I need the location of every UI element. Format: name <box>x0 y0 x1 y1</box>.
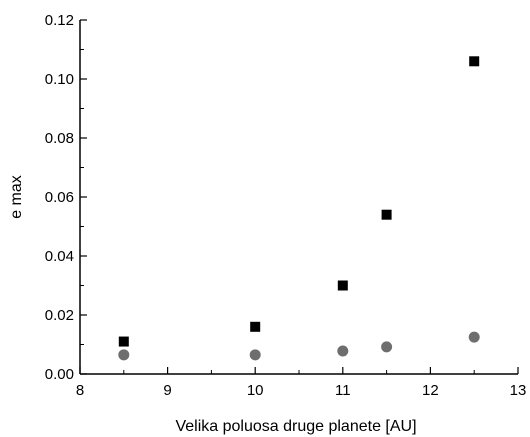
x-tick-label: 8 <box>76 382 84 399</box>
y-tick-label: 0.06 <box>45 189 74 206</box>
x-tick-label: 9 <box>163 382 171 399</box>
square-data-point <box>337 280 348 291</box>
square-data-point <box>469 56 480 67</box>
circle-data-point <box>381 341 393 353</box>
axes <box>79 20 518 375</box>
y-tick-label: 0.12 <box>45 12 74 29</box>
y-tick-label: 0.08 <box>45 130 74 147</box>
square-data-point <box>250 321 261 332</box>
square-data-point <box>118 336 129 347</box>
x-tick-label: 11 <box>335 382 351 399</box>
y-tick-label: 0.10 <box>45 71 74 88</box>
y-tick-label: 0.02 <box>45 307 74 324</box>
y-tick-label: 0.04 <box>45 248 74 265</box>
y-axis-title: e max <box>8 175 25 219</box>
circle-data-point <box>337 345 349 357</box>
data-marks <box>118 56 480 361</box>
x-tick-label: 13 <box>510 382 527 399</box>
x-tick-label: 10 <box>247 382 264 399</box>
square-data-point <box>381 209 392 220</box>
y-tick-label: 0.00 <box>45 366 74 383</box>
x-tick-label: 12 <box>422 382 439 399</box>
ticks: 8 9 10 11 12 13 0.00 0.02 0.04 0.06 0.08 0.10 0.12 <box>45 12 527 399</box>
circle-data-point <box>118 349 130 361</box>
circle-data-point <box>249 349 261 361</box>
x-axis-title: Velika poluosa druge planete [AU] <box>175 418 416 435</box>
circle-data-point <box>468 331 480 343</box>
